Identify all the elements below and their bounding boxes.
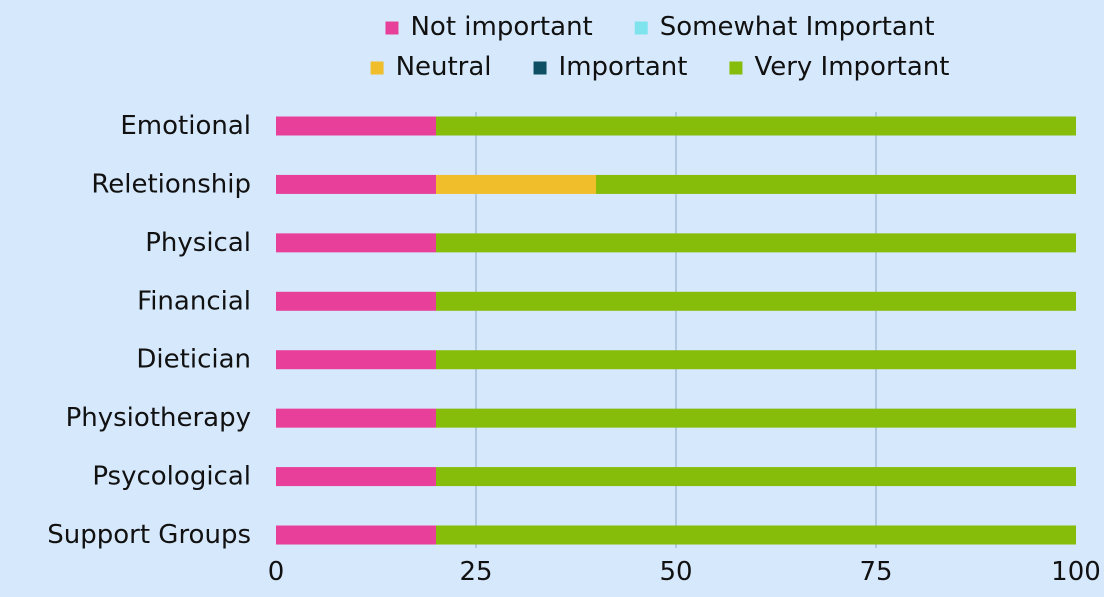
bar-dietician-not-important <box>276 350 436 370</box>
bar-reletionship-not-important <box>276 174 436 194</box>
bars-area <box>276 116 1076 545</box>
x-axis-tick-labels: 0 25 50 75 100 <box>268 557 1101 587</box>
category-labels: Emotional Reletionship Physical Financial Di… <box>47 111 251 550</box>
bar-support-groups-very-important <box>436 525 1076 545</box>
bar-physiotherapy-very-important <box>436 408 1076 428</box>
category-label-reletionship: Reletionship <box>91 169 251 199</box>
legend-marker-important <box>533 61 547 75</box>
bar-financial-not-important <box>276 291 436 311</box>
bar-physical-not-important <box>276 233 436 253</box>
legend-marker-neutral <box>370 61 384 75</box>
bar-physical-very-important <box>436 233 1076 253</box>
bar-reletionship-very-important <box>596 174 1076 194</box>
legend-item-neutral: Neutral <box>370 52 492 82</box>
legend-label-important: Important <box>559 52 688 82</box>
legend-label-neutral: Neutral <box>396 52 492 82</box>
bar-emotional-very-important <box>436 116 1076 136</box>
legend-marker-somewhat-important <box>634 21 648 35</box>
category-label-psycological: Psycological <box>92 462 251 492</box>
legend-row-1: Not important Somewhat Important <box>385 12 935 42</box>
category-label-emotional: Emotional <box>120 111 251 141</box>
category-label-financial: Financial <box>137 286 251 316</box>
bar-psycological-very-important <box>436 467 1076 487</box>
category-label-dietician: Dietician <box>136 345 251 375</box>
x-tick-label-25: 25 <box>459 557 492 587</box>
legend-item-very-important: Very Important <box>729 52 949 82</box>
legend-row-2: Neutral Important Very Important <box>370 52 949 82</box>
category-label-physical: Physical <box>145 228 251 258</box>
legend-label-very-important: Very Important <box>754 52 949 82</box>
chart-legend: Not important Somewhat Important Neutral Im… <box>370 12 949 82</box>
x-tick-label-100: 100 <box>1051 557 1101 587</box>
legend-item-important: Important <box>533 52 688 82</box>
bar-emotional-not-important <box>276 116 436 136</box>
category-label-physiotherapy: Physiotherapy <box>66 403 251 433</box>
legend-marker-not-important <box>385 21 399 35</box>
x-tick-label-0: 0 <box>268 557 285 587</box>
legend-marker-very-important <box>729 61 743 75</box>
bar-financial-very-important <box>436 291 1076 311</box>
legend-label-not-important: Not important <box>410 12 592 42</box>
x-tick-label-75: 75 <box>859 557 892 587</box>
legend-label-somewhat-important: Somewhat Important <box>660 12 935 42</box>
legend-item-somewhat-important: Somewhat Important <box>634 12 935 42</box>
bar-psycological-not-important <box>276 467 436 487</box>
bar-dietician-very-important <box>436 350 1076 370</box>
bar-reletionship-neutral <box>436 174 596 194</box>
legend-item-not-important: Not important <box>385 12 593 42</box>
category-label-support-groups: Support Groups <box>47 520 251 550</box>
bar-physiotherapy-not-important <box>276 408 436 428</box>
bar-support-groups-not-important <box>276 525 436 545</box>
x-tick-label-50: 50 <box>659 557 692 587</box>
